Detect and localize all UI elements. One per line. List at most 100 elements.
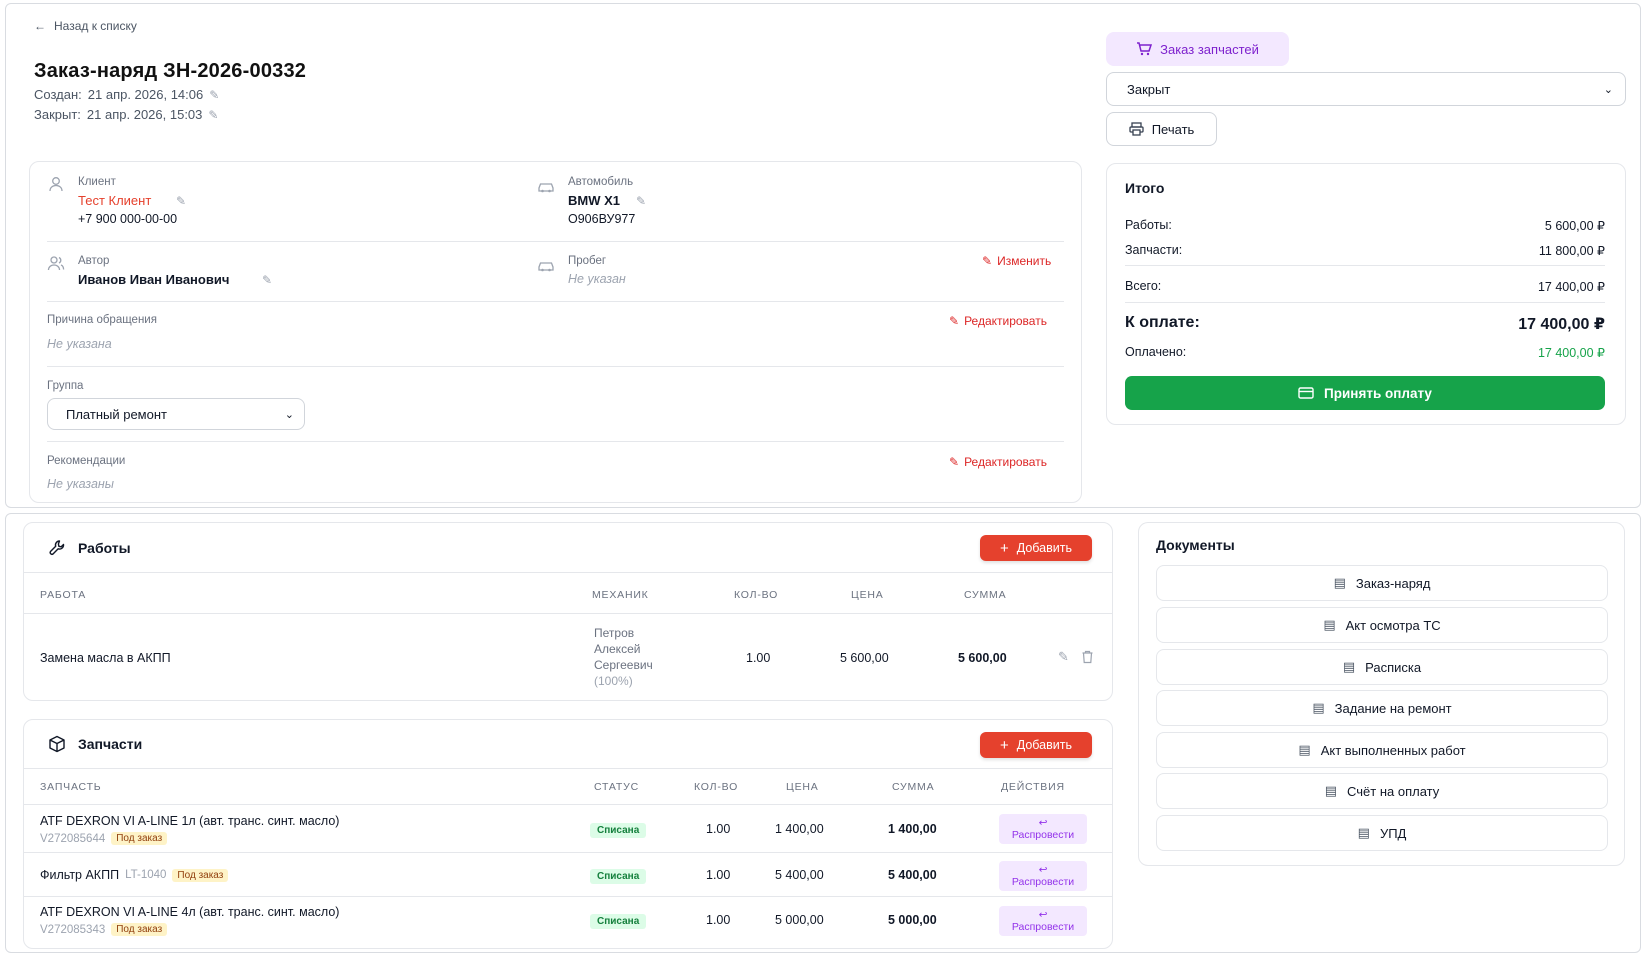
paid-label: Оплачено: xyxy=(1125,345,1187,359)
mechanic-name-line: Сергеевич xyxy=(594,658,653,672)
on-order-badge: Под заказ xyxy=(111,923,168,936)
divider xyxy=(23,768,1113,769)
document-icon: ▤ xyxy=(1333,575,1346,590)
part-qty: 1.00 xyxy=(706,913,731,927)
accept-payment-button[interactable]: Принять оплату xyxy=(1125,376,1605,410)
credit-card-icon xyxy=(1298,387,1314,399)
document-icon: ▤ xyxy=(1357,825,1370,840)
document-completion-act-button[interactable]: ▤ Акт выполненных работ xyxy=(1156,732,1608,768)
parts-col-status: Статус xyxy=(594,781,639,793)
trash-icon[interactable] xyxy=(1081,650,1094,664)
works-col-work: Работа xyxy=(40,589,87,601)
mechanic-name-line: Петров xyxy=(594,626,635,640)
total-label: Всего: xyxy=(1125,279,1162,293)
document-icon: ▤ xyxy=(1323,617,1336,632)
parts-order-button[interactable]: Заказ запчастей xyxy=(1106,32,1289,66)
part-code-line: V272085644 Под заказ xyxy=(40,832,168,845)
parts-col-qty: Кол-во xyxy=(694,781,739,793)
created-label: Создан: xyxy=(34,87,82,102)
document-inspection-act-button[interactable]: ▤ Акт осмотра ТС xyxy=(1156,607,1608,643)
document-label: УПД xyxy=(1379,825,1407,841)
part-sum: 1 400,00 xyxy=(888,822,937,836)
unpost-button[interactable]: ↩ Распровести xyxy=(999,906,1087,936)
document-invoice-button[interactable]: ▤ Счёт на оплату xyxy=(1156,773,1608,809)
works-total-label: Работы: xyxy=(1125,218,1172,232)
parts-card xyxy=(23,719,1113,949)
edit-created-icon[interactable]: ✎ xyxy=(209,87,220,102)
status-select[interactable]: Закрыт ⌄ xyxy=(1106,72,1626,106)
author-label: Автор xyxy=(78,255,110,267)
add-part-button[interactable]: + Добавить xyxy=(980,732,1092,758)
author-name: Иванов Иван Иванович xyxy=(78,272,230,287)
document-label: Акт осмотра ТС xyxy=(1345,617,1441,633)
edit-client-icon[interactable]: ✎ xyxy=(176,194,187,208)
add-work-button[interactable]: + Добавить xyxy=(980,535,1092,561)
on-order-badge: Под заказ xyxy=(111,832,168,845)
edit-closed-icon[interactable]: ✎ xyxy=(208,107,219,122)
box-icon xyxy=(49,735,65,753)
work-mechanic: Петров Алексей Сергеевич (100%) xyxy=(594,625,653,689)
totals-due-row: К оплате: 17 400,00 ₽ xyxy=(1125,314,1605,334)
works-col-qty: Кол-во xyxy=(734,589,779,601)
part-sum: 5 000,00 xyxy=(888,913,937,927)
edit-icon[interactable]: ✎ xyxy=(1058,649,1069,664)
client-name-link[interactable]: Тест Клиент xyxy=(78,193,152,208)
created-row: Создан: 21 апр. 2026, 14:06 ✎ xyxy=(34,87,219,102)
document-repair-task-button[interactable]: ▤ Задание на ремонт xyxy=(1156,690,1608,726)
part-code: LT-1040 xyxy=(125,869,167,881)
divider xyxy=(1125,265,1605,266)
part-name-line: Фильтр АКПП LT-1040 Под заказ xyxy=(40,868,229,882)
document-upd-button[interactable]: ▤ УПД xyxy=(1156,815,1608,851)
paid-value: 17 400,00 ₽ xyxy=(1537,346,1605,360)
part-code: V272085644 xyxy=(40,832,106,845)
mechanic-percent: (100%) xyxy=(594,674,633,688)
document-receipt-button[interactable]: ▤ Расписка xyxy=(1156,649,1608,685)
document-work-order-button[interactable]: ▤ Заказ-наряд xyxy=(1156,565,1608,601)
order-info-card xyxy=(29,161,1082,503)
totals-parts-row: Запчасти: 11 800,00 ₽ xyxy=(1125,243,1605,258)
edit-recommendations-link[interactable]: ✎ Редактировать xyxy=(949,455,1047,469)
change-mileage-link[interactable]: ✎ Изменить xyxy=(982,254,1051,268)
document-label: Акт выполненных работ xyxy=(1320,742,1466,758)
parts-total-label: Запчасти: xyxy=(1125,243,1183,257)
mileage-label: Пробег xyxy=(568,255,607,267)
user-icon xyxy=(49,177,63,192)
back-to-list-link[interactable]: ← Назад к списку xyxy=(34,19,137,33)
document-label: Задание на ремонт xyxy=(1334,700,1452,716)
document-icon: ▤ xyxy=(1342,659,1356,674)
unpost-button[interactable]: ↩ Распровести xyxy=(999,861,1087,891)
parts-col-part: Запчасть xyxy=(40,781,102,793)
reason-value: Не указана xyxy=(47,337,112,351)
accept-payment-label: Принять оплату xyxy=(1324,385,1432,401)
edit-author-icon[interactable]: ✎ xyxy=(262,273,273,287)
unpost-button[interactable]: ↩ Распровести xyxy=(999,814,1087,844)
edit-car-icon[interactable]: ✎ xyxy=(636,194,647,208)
divider xyxy=(47,301,1064,302)
divider xyxy=(47,441,1064,442)
divider xyxy=(47,366,1064,367)
chevron-down-icon: ⌄ xyxy=(284,408,294,421)
group-select[interactable]: Платный ремонт ⌄ xyxy=(47,398,305,430)
parts-title: Запчасти xyxy=(78,736,143,752)
car-model: BMW X1 xyxy=(568,193,620,208)
part-name: ATF DEXRON VI A-LINE 4л (авт. транс. син… xyxy=(40,905,340,919)
back-link-label: Назад к списку xyxy=(54,19,137,33)
part-name: ATF DEXRON VI A-LINE 1л (авт. транс. син… xyxy=(40,814,340,828)
divider xyxy=(23,804,1113,805)
created-value: 21 апр. 2026, 14:06 xyxy=(87,87,204,102)
recommendations-label: Рекомендации xyxy=(47,455,126,467)
due-label: К оплате: xyxy=(1125,314,1200,331)
part-code-line: V272085343 Под заказ xyxy=(40,923,168,936)
works-card xyxy=(23,522,1113,701)
print-button[interactable]: Печать xyxy=(1106,112,1217,146)
on-order-badge: Под заказ xyxy=(172,868,229,882)
edit-reason-link[interactable]: ✎ Редактировать xyxy=(949,314,1047,328)
edit-reason-label: Редактировать xyxy=(964,314,1047,328)
unpost-label: Распровести xyxy=(1011,876,1075,888)
undo-icon: ↩ xyxy=(1038,909,1048,921)
parts-col-sum: Сумма xyxy=(892,781,935,793)
closed-label: Закрыт: xyxy=(34,107,81,122)
works-col-mechanic: Механик xyxy=(592,589,649,601)
printer-icon xyxy=(1129,122,1144,136)
document-icon: ▤ xyxy=(1324,783,1338,798)
